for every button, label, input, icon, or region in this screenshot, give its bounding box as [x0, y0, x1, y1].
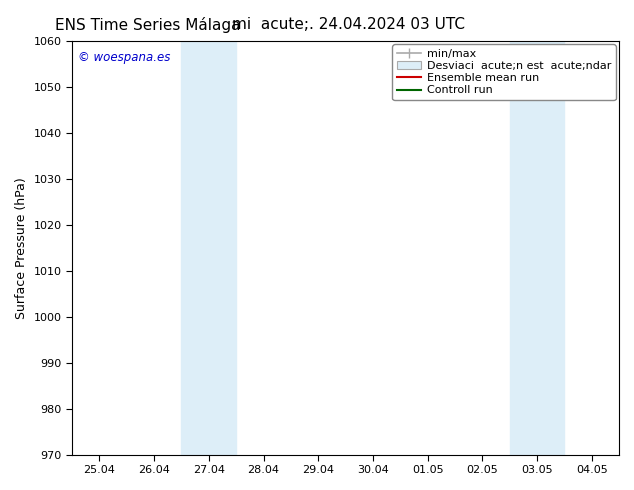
- Bar: [510, 41, 564, 455]
- Legend: min/max, Desviaci  acute;n est  acute;ndar, Ensemble mean run, Controll run: min/max, Desviaci acute;n est acute;ndar…: [392, 45, 616, 100]
- Text: © woespana.es: © woespana.es: [77, 51, 170, 64]
- Bar: [181, 41, 236, 455]
- Y-axis label: Surface Pressure (hPa): Surface Pressure (hPa): [15, 177, 28, 318]
- Text: ENS Time Series Málaga: ENS Time Series Málaga: [55, 17, 241, 33]
- Text: mi  acute;. 24.04.2024 03 UTC: mi acute;. 24.04.2024 03 UTC: [232, 17, 465, 32]
